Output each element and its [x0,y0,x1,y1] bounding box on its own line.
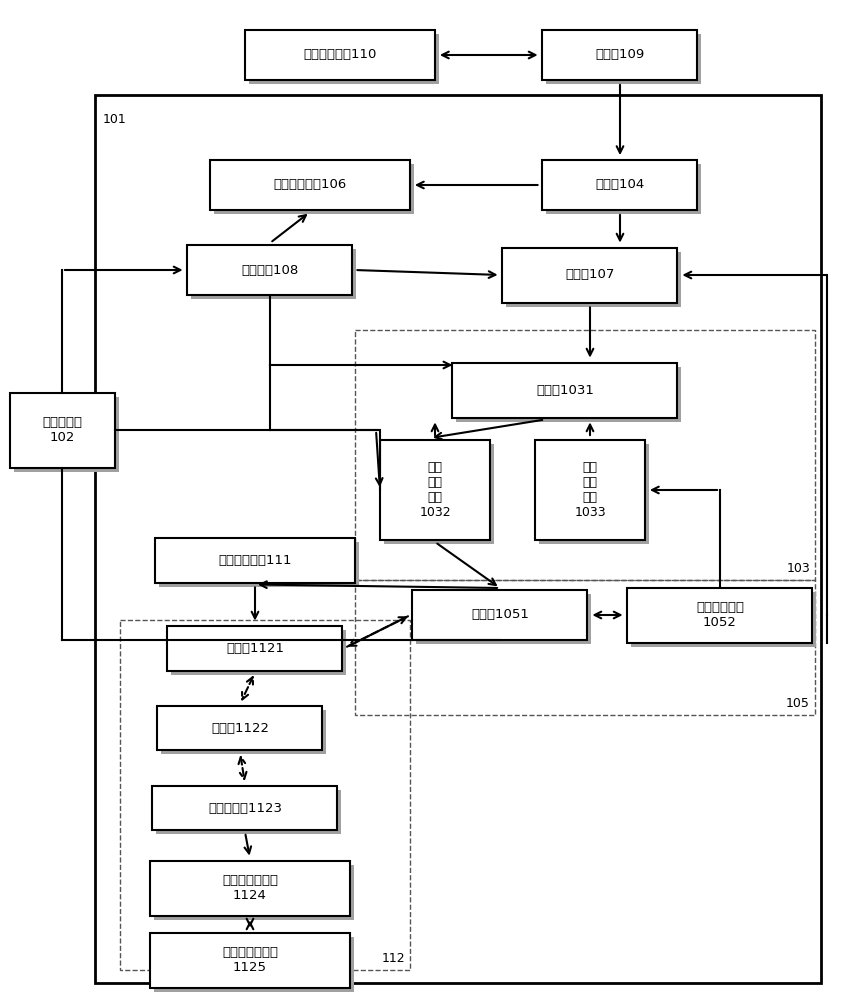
Bar [157,706,322,750]
Text: 开关
量输
出板
1032: 开关 量输 出板 1032 [419,461,451,519]
Bar [150,932,350,988]
Bar [452,362,678,418]
Bar [95,95,821,983]
Bar [355,580,815,715]
Text: 第二远程报警板
1125: 第二远程报警板 1125 [222,946,278,974]
Bar [535,440,645,540]
Text: 服务器109: 服务器109 [595,48,644,62]
Bar [245,30,435,80]
Bar [542,160,697,210]
Bar [156,790,341,834]
Bar [632,591,817,647]
Text: 通讯板1122: 通讯板1122 [211,722,269,734]
Text: 人机交互终端110: 人机交互终端110 [304,48,377,62]
Bar [188,245,352,295]
Bar [120,620,410,970]
Bar [167,626,342,670]
Text: 电压监测卡件111: 电压监测卡件111 [219,554,292,566]
Text: 分布式测控板
1052: 分布式测控板 1052 [696,601,744,629]
Bar [547,164,701,214]
Bar [503,247,678,302]
Bar [159,542,359,586]
Bar [412,590,588,640]
Text: 开关电源108: 开关电源108 [241,263,299,276]
Bar [542,30,697,80]
Text: 103: 103 [786,562,810,575]
Bar [154,864,354,920]
Bar [161,710,326,754]
Text: 主控板1031: 主控板1031 [536,383,594,396]
Bar [150,860,350,916]
Text: 101: 101 [103,113,127,126]
Bar [154,936,354,992]
Bar [13,396,119,472]
Bar [627,587,812,643]
Bar [355,330,815,580]
Text: 继保测试义
102: 继保测试义 102 [42,416,82,444]
Text: 模拟
量输
入板
1033: 模拟 量输 入板 1033 [574,461,606,519]
Bar [152,786,337,830]
Bar [380,440,490,540]
Text: 112: 112 [381,952,405,965]
Bar [214,164,414,214]
Text: 交换机107: 交换机107 [565,268,615,282]
Bar [384,444,494,544]
Text: 前置机104: 前置机104 [595,178,644,192]
Bar [155,538,355,582]
Bar [457,366,681,422]
Bar [210,160,410,210]
Bar [539,444,649,544]
Text: 第一远程报警板
1124: 第一远程报警板 1124 [222,874,278,902]
Text: 远程信号板1123: 远程信号板1123 [208,802,282,814]
Bar [547,34,701,84]
Bar [9,392,114,468]
Bar [416,594,591,644]
Text: 适配板1051: 适配板1051 [471,608,529,621]
Bar [249,34,439,84]
Bar [506,251,681,306]
Text: 105: 105 [786,697,810,710]
Text: 温湿度测控板106: 温湿度测控板106 [273,178,346,192]
Bar [172,630,346,674]
Text: 接口板1121: 接口板1121 [226,642,284,654]
Bar [192,249,357,299]
